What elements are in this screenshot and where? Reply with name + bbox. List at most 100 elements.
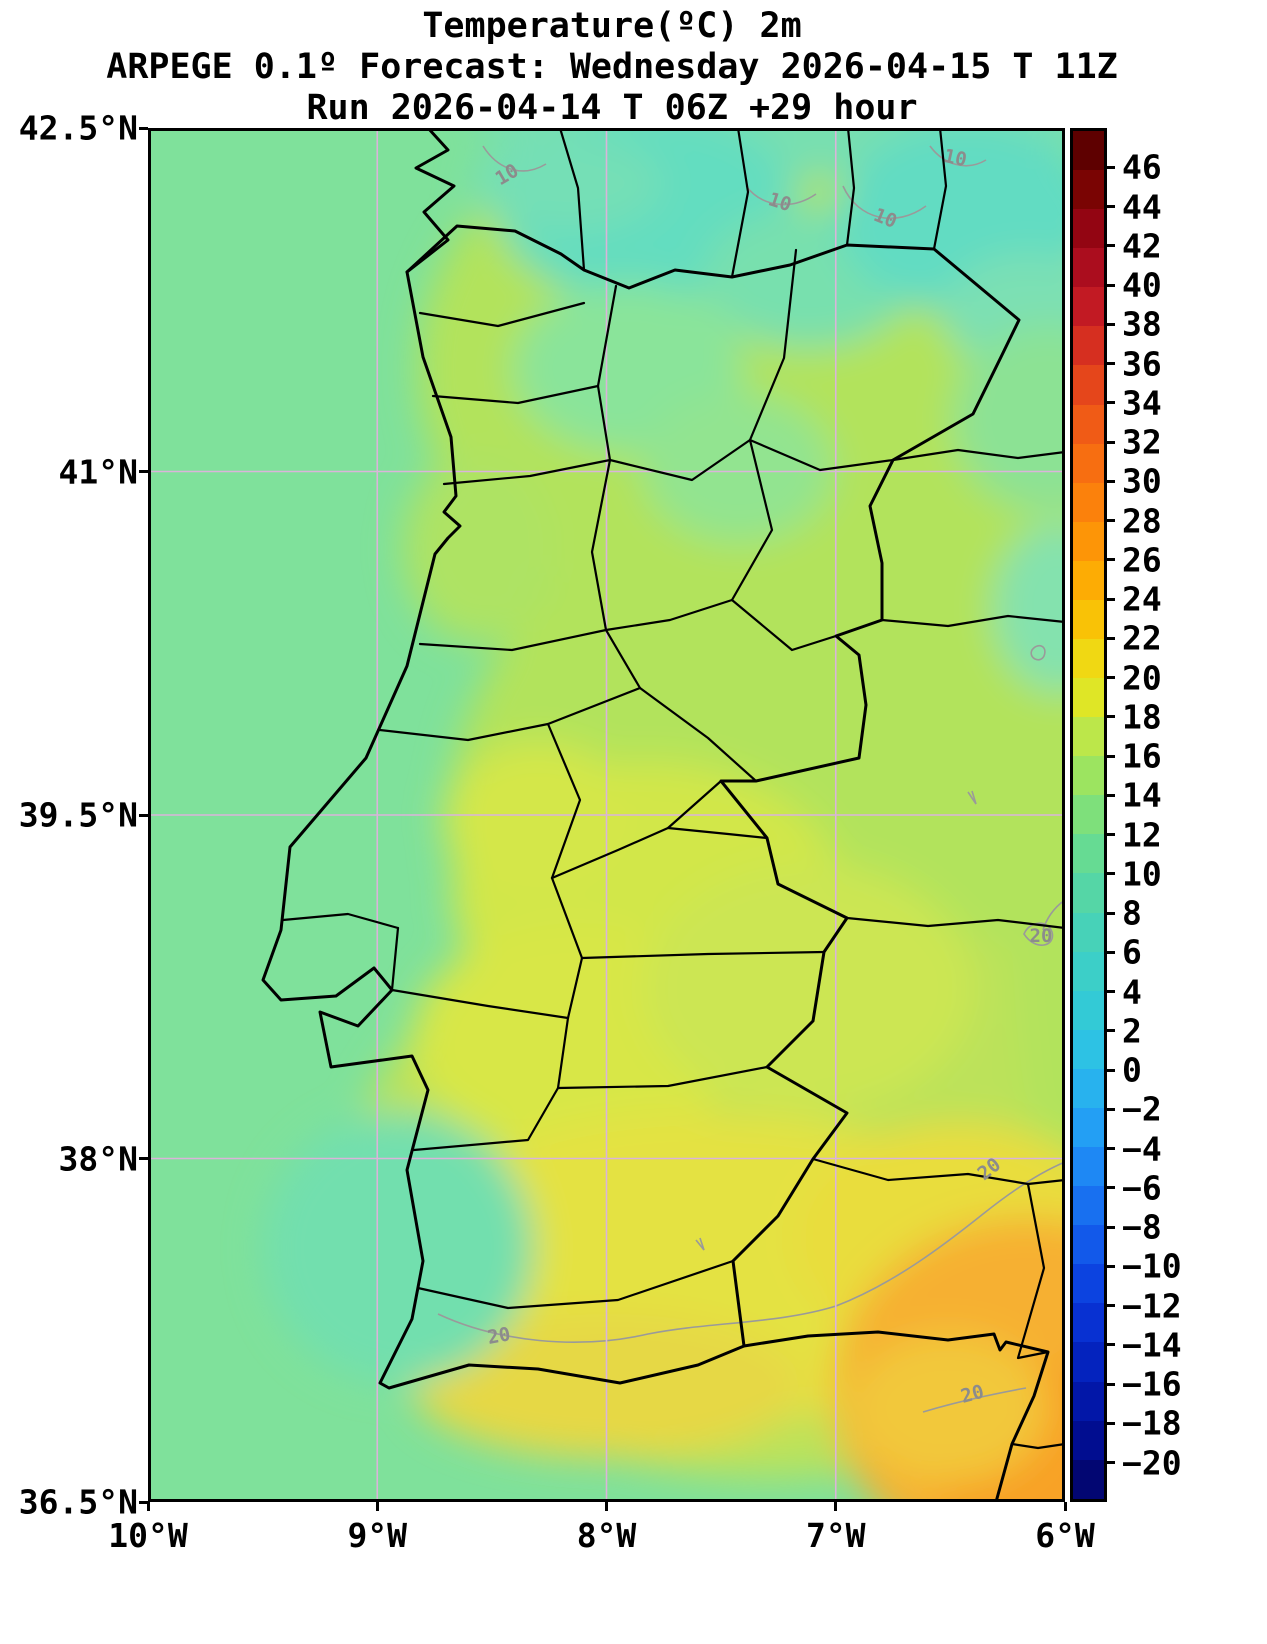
map-plot-area: 10 10 10 10 20 20 20 20 (148, 128, 1065, 1502)
contour-line-minor (967, 790, 977, 805)
colorbar-tickmark (1107, 165, 1115, 169)
district-boundary (604, 628, 642, 690)
colorbar-tick-label: 44 (1122, 187, 1162, 226)
province-boundary (932, 128, 948, 251)
district-boundary (748, 438, 895, 472)
colorbar-tick-area: 46 44 42 40 38 36 34 32 30 28 26 24 22 20 18 16 14 12 10 8 6… (1070, 128, 1267, 1502)
colorbar-tick-label: −10 (1122, 1246, 1182, 1286)
colorbar-segment (1073, 795, 1104, 835)
colorbar-tick-label: −4 (1122, 1129, 1162, 1169)
colorbar (1070, 128, 1107, 1502)
y-axis-tickmark (139, 126, 148, 130)
x-axis-tickmark (605, 1502, 608, 1511)
colorbar-tick-label: −12 (1122, 1286, 1182, 1326)
district-boundary (390, 988, 570, 1020)
district-boundary (730, 438, 774, 602)
colorbar-segment (1073, 834, 1104, 874)
colorbar-tickmark (1107, 950, 1115, 954)
colorbar-tickmark (1107, 911, 1115, 915)
colorbar-gradient (1073, 131, 1104, 1499)
colorbar-segment (1073, 599, 1104, 640)
colorbar-tick-label: 8 (1122, 893, 1142, 933)
y-axis-tick-label: 38°N (58, 1139, 138, 1178)
colorbar-tick-label: 6 (1122, 932, 1142, 972)
contour-line-10 (745, 185, 817, 206)
colorbar-tick-label: 16 (1122, 736, 1162, 776)
district-boundary (281, 912, 400, 930)
temperature-field (263, 128, 1065, 1502)
colorbar-tickmark (1107, 1107, 1115, 1111)
province-boundary (880, 614, 1065, 628)
district-boundary (378, 686, 642, 742)
district-boundary (580, 950, 826, 960)
contour-line-minor (695, 1237, 705, 1251)
temperature-blob (953, 323, 1065, 513)
district-boundary (546, 722, 582, 880)
contour-label: 10 (942, 145, 969, 171)
district-boundary (666, 826, 769, 840)
colorbar-tick-label: −20 (1122, 1443, 1182, 1483)
x-axis-tick-label: 7°W (805, 1516, 866, 1555)
colorbar-tickmark (1107, 1304, 1115, 1308)
colorbar-segment (1073, 248, 1104, 288)
colorbar-segment (1073, 1068, 1104, 1108)
contour-line-20 (835, 1161, 1065, 1307)
colorbar-tickmark (1107, 362, 1115, 366)
colorbar-tick-label: 18 (1122, 697, 1162, 737)
district-boundary (418, 628, 608, 652)
temperature-blob (643, 863, 973, 1113)
colorbar-tickmark (1107, 872, 1115, 876)
province-boundary (891, 448, 1065, 462)
colorbar-tickmark (1107, 322, 1115, 326)
district-boundary (416, 1259, 735, 1310)
colorbar-segment (1073, 1264, 1104, 1304)
colorbar-tickmark (1107, 519, 1115, 523)
colorbar-segment (1073, 990, 1104, 1030)
colorbar-segment (1073, 1459, 1104, 1499)
contour-line-20 (437, 1305, 837, 1343)
colorbar-segment (1073, 951, 1104, 991)
colorbar-tickmark (1107, 715, 1115, 719)
colorbar-segment (1073, 131, 1104, 171)
colorbar-segment (1073, 1147, 1104, 1187)
chart-subtitle-run: Run 2026-04-14 T 06Z +29 hour (306, 88, 918, 128)
colorbar-tick-label: 10 (1122, 854, 1162, 894)
colorbar-tick-label: 24 (1122, 579, 1162, 619)
colorbar-segment (1073, 365, 1104, 405)
district-boundary (730, 598, 838, 652)
contour-line-20 (922, 1387, 1027, 1413)
colorbar-tick-label: 42 (1122, 226, 1162, 266)
colorbar-tickmark (1107, 676, 1115, 680)
district-boundary (442, 458, 612, 486)
x-axis-tick-label: 6°W (1035, 1516, 1095, 1555)
province-boundary (845, 128, 856, 247)
admin-boundaries (261, 128, 1065, 1502)
colorbar-tickmark (1107, 990, 1115, 994)
portugal-outline (261, 224, 1021, 1390)
colorbar-tickmark (1107, 833, 1115, 837)
colorbar-tickmark (1107, 1029, 1115, 1033)
colorbar-tickmark (1107, 401, 1115, 405)
colorbar-tick-label: 30 (1122, 461, 1162, 501)
spain-south-coastline (742, 1330, 1050, 1502)
gridlines (148, 128, 1065, 1502)
province-boundary (845, 916, 1065, 930)
colorbar-tick-label: 38 (1122, 304, 1162, 344)
district-boundary (556, 1065, 769, 1090)
district-boundary (596, 284, 618, 388)
colorbar-tick-label: 32 (1122, 422, 1162, 462)
colorbar-segment (1073, 287, 1104, 327)
province-boundary (730, 128, 750, 279)
contour-line-minor (1030, 644, 1046, 661)
colorbar-tickmark (1107, 244, 1115, 248)
colorbar-tickmark (1107, 793, 1115, 797)
district-boundary (390, 926, 400, 992)
colorbar-segment (1073, 717, 1104, 757)
colorbar-tick-label: −18 (1122, 1403, 1182, 1443)
y-axis: 42.5°N 41°N 39.5°N 38°N 36.5°N (0, 0, 148, 1644)
colorbar-segment (1073, 1029, 1104, 1069)
colorbar-segment (1073, 1342, 1104, 1382)
chart-title: Temperature(ºC) 2m (422, 6, 802, 46)
